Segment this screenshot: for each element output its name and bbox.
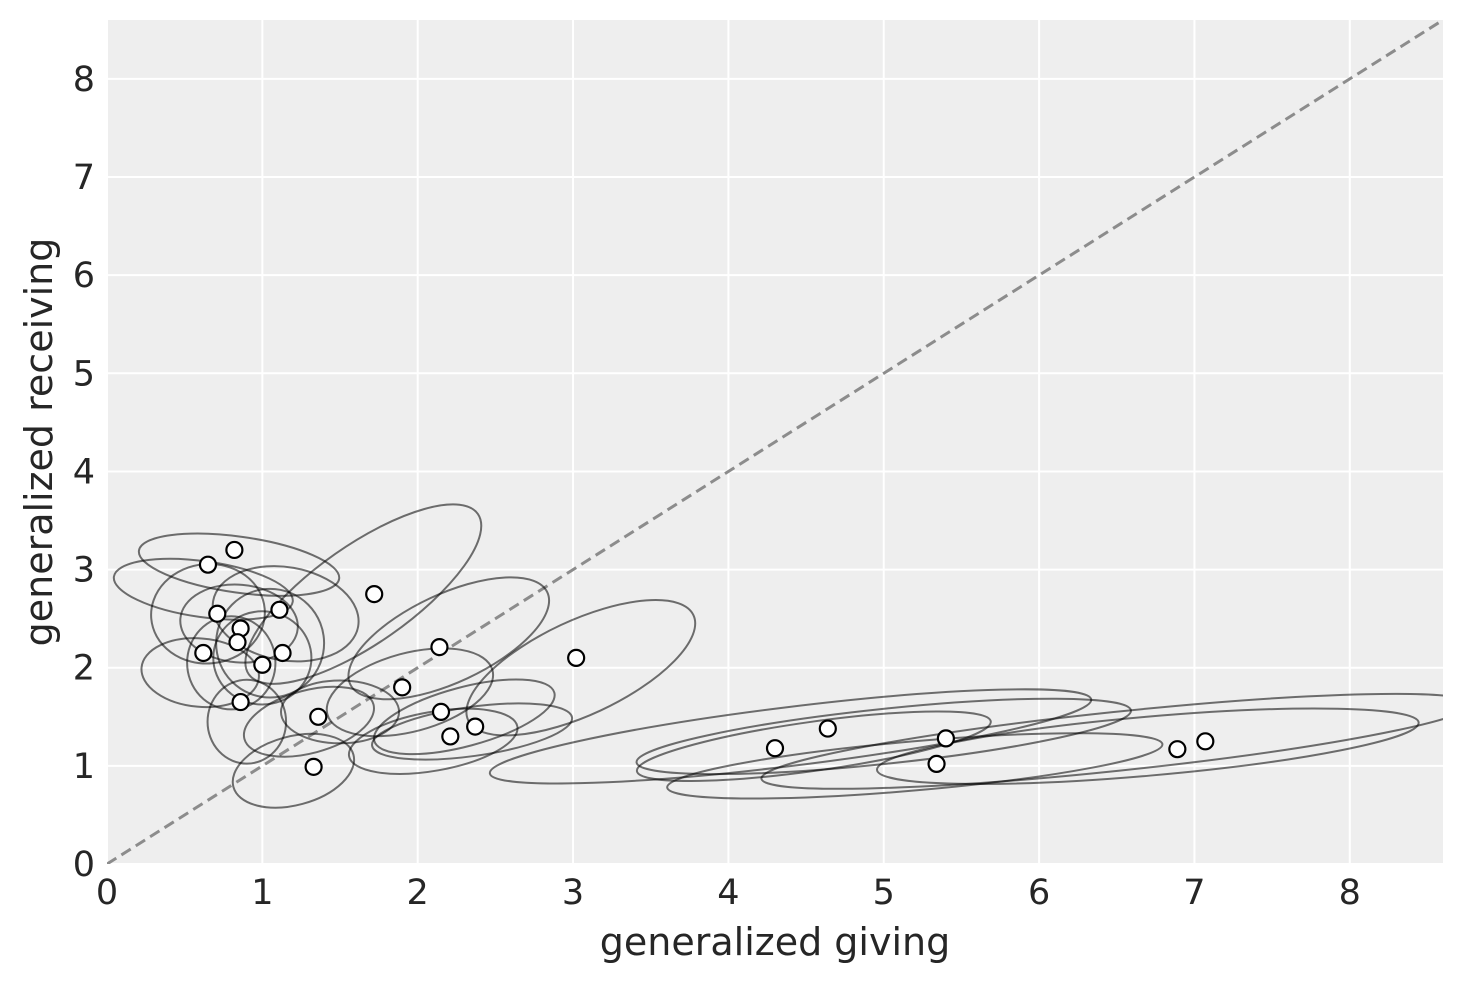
y-tick-label: 2 (73, 649, 95, 689)
data-point (765, 739, 785, 758)
data-point (1196, 732, 1215, 751)
x-tick-label: 1 (251, 873, 273, 913)
x-tick-labels: 0 1 2 3 4 5 6 7 8 (96, 873, 1361, 913)
x-tick-label: 7 (1183, 873, 1205, 913)
y-tick-label: 3 (73, 551, 95, 591)
uncertainty-ellipse (347, 707, 519, 775)
data-point (441, 727, 460, 746)
data-point (466, 717, 485, 736)
uncertainty-ellipse (666, 732, 1164, 800)
data-point (231, 692, 250, 712)
data-point (365, 585, 384, 604)
data-point (304, 757, 323, 776)
data-point (818, 719, 837, 738)
x-tick-label: 4 (717, 873, 739, 913)
uncertainty-ellipse (875, 707, 1420, 785)
uncertainty-ellipse (347, 576, 551, 701)
x-tick-label: 3 (562, 873, 584, 913)
data-point (431, 702, 451, 721)
data-point (273, 643, 292, 663)
y-tick-label: 0 (73, 845, 95, 885)
ellipse-layer (112, 503, 1443, 809)
y-tick-label: 6 (73, 256, 95, 296)
uncertainty-ellipse (186, 615, 277, 711)
uncertainty-ellipse (465, 599, 697, 737)
data-point (225, 540, 244, 560)
data-point (198, 555, 218, 574)
data-point (228, 633, 247, 652)
data-point (1168, 740, 1187, 759)
y-tick-label: 4 (73, 452, 95, 492)
data-point (309, 707, 328, 726)
grid-lines (106, 20, 1443, 865)
uncertainty-ellipse (242, 685, 375, 758)
point-layer (194, 540, 1215, 776)
identity-reference-line (107, 20, 1443, 864)
y-tick-label: 7 (73, 158, 95, 198)
x-axis-label: generalized giving (600, 920, 950, 964)
x-tick-label: 8 (1339, 873, 1361, 913)
data-point (253, 655, 272, 674)
data-point (270, 600, 289, 619)
data-point (208, 604, 227, 623)
y-tick-label: 8 (73, 60, 95, 100)
uncertainty-ellipse (760, 692, 1443, 790)
uncertainty-ellipse (140, 637, 260, 709)
x-tick-label: 6 (1028, 873, 1050, 913)
data-point (194, 643, 213, 663)
data-point (567, 648, 586, 668)
y-tick-label: 5 (73, 354, 95, 394)
data-point (393, 678, 412, 697)
y-tick-labels: 0 1 2 3 4 5 6 7 8 (73, 60, 95, 885)
uncertainty-ellipse (179, 583, 299, 664)
data-point (430, 638, 449, 657)
y-tick-label: 1 (73, 747, 95, 787)
x-tick-label: 5 (873, 873, 895, 913)
uncertainty-ellipse (371, 702, 574, 761)
x-tick-label: 2 (407, 873, 429, 913)
y-axis-label: generalized receiving (17, 238, 61, 647)
x-tick-label: 0 (96, 873, 118, 913)
uncertainty-ellipse (244, 503, 483, 685)
data-point (936, 729, 955, 748)
uncertainty-ellipse (137, 532, 341, 597)
uncertainty-ellipse (212, 610, 313, 706)
uncertainty-ellipse (231, 732, 356, 809)
uncertainty-ellipse (372, 678, 556, 756)
uncertainty-ellipse (206, 678, 288, 765)
data-point (927, 754, 946, 773)
